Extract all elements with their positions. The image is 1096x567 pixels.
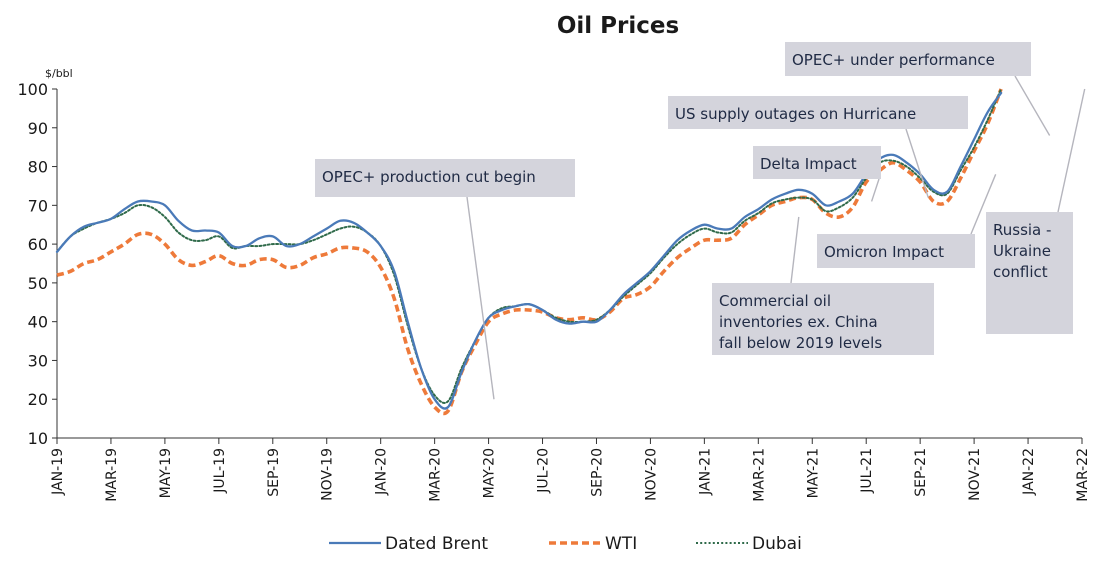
x-tick-label: SEP-20 bbox=[589, 448, 605, 497]
annotation-leader-line bbox=[466, 196, 495, 400]
annotation-box bbox=[986, 212, 1073, 334]
x-tick-label: NOV-20 bbox=[643, 448, 659, 501]
annotation-5: Commercial oil inventories ex. China fall … bbox=[712, 216, 934, 355]
y-tick-label: 70 bbox=[28, 196, 48, 215]
x-tick-label: MAY-20 bbox=[482, 448, 498, 498]
annotation-text: Ukraine bbox=[993, 242, 1051, 260]
y-tick-label: 60 bbox=[28, 235, 48, 254]
annotation-leader-line bbox=[790, 216, 800, 284]
x-tick-label: JAN-22 bbox=[1021, 448, 1037, 496]
x-tick-label: MAY-19 bbox=[158, 448, 174, 498]
annotation-leader-line bbox=[1057, 88, 1086, 213]
annotation-text: conflict bbox=[993, 263, 1048, 281]
annotation-leader-line bbox=[905, 128, 929, 198]
chart-title: Oil Prices bbox=[557, 13, 679, 39]
annotation-0: OPEC+ production cut begin bbox=[315, 159, 575, 400]
annotation-text: OPEC+ production cut begin bbox=[322, 168, 536, 186]
x-tick-label: SEP-19 bbox=[266, 448, 282, 497]
annotation-3: OPEC+ under performance bbox=[785, 42, 1051, 136]
annotation-box bbox=[712, 283, 934, 355]
x-tick-label: JAN-21 bbox=[697, 448, 713, 496]
x-tick-label: MAR-20 bbox=[428, 448, 444, 502]
annotation-leader-line bbox=[870, 178, 880, 202]
annotation-2: Delta Impact bbox=[753, 146, 881, 202]
annotation-box bbox=[315, 159, 575, 197]
y-tick-label: 20 bbox=[28, 390, 48, 409]
annotation-box bbox=[753, 146, 881, 179]
x-tick-label: SEP-21 bbox=[913, 448, 929, 497]
y-tick-label: 90 bbox=[28, 119, 48, 138]
x-tick-label: JUL-20 bbox=[536, 448, 552, 494]
y-axis-unit-label: $/bbl bbox=[45, 67, 73, 80]
axes: 10 20 30 40 50 60 70 80 90 100 JAN-19 MAR-19 MAY-19 J… bbox=[17, 80, 1091, 502]
annotation-6: Russia - Ukraine conflict bbox=[986, 88, 1086, 334]
annotation-leader-line bbox=[1014, 75, 1051, 136]
legend-label: WTI bbox=[605, 534, 637, 554]
annotation-box bbox=[785, 42, 1031, 76]
x-tick-label: JUL-21 bbox=[859, 448, 875, 494]
x-tick-label: NOV-19 bbox=[320, 448, 336, 501]
y-tick-label: 100 bbox=[17, 80, 48, 99]
annotation-text: Russia - bbox=[993, 221, 1051, 239]
legend-label: Dubai bbox=[752, 534, 802, 554]
annotation-box bbox=[817, 234, 975, 268]
x-tick-label: MAR-22 bbox=[1075, 448, 1091, 502]
annotation-4: Omicron Impact bbox=[817, 174, 997, 268]
x-tick-label: MAR-21 bbox=[751, 448, 767, 502]
annotation-text: inventories ex. China bbox=[719, 313, 878, 331]
annotation-layer: OPEC+ production cut begin US supply outa… bbox=[315, 42, 1086, 400]
x-tick-label: NOV-21 bbox=[967, 448, 983, 501]
series-line-dated-brent bbox=[55, 91, 1003, 410]
x-tick-label: JAN-19 bbox=[50, 448, 66, 496]
annotation-text: fall below 2019 levels bbox=[719, 334, 882, 352]
series-line-wti bbox=[56, 88, 1003, 416]
annotation-1: US supply outages on Hurricane bbox=[668, 96, 968, 198]
legend: Dated Brent WTI Dubai bbox=[329, 534, 802, 554]
annotation-text: Delta Impact bbox=[760, 155, 857, 173]
y-tick-label: 40 bbox=[28, 313, 48, 332]
x-tick-label: MAY-21 bbox=[805, 448, 821, 498]
y-tick-label: 80 bbox=[28, 158, 48, 177]
annotation-leader-line bbox=[970, 174, 997, 235]
x-tick-label: JUL-19 bbox=[212, 448, 228, 494]
series-layer bbox=[55, 88, 1003, 416]
annotation-text: Omicron Impact bbox=[824, 243, 944, 261]
x-tick-label: JAN-20 bbox=[374, 448, 390, 496]
y-tick-label: 50 bbox=[28, 274, 48, 293]
annotation-text: Commercial oil bbox=[719, 292, 831, 310]
annotation-text: OPEC+ under performance bbox=[792, 51, 995, 69]
annotation-text: US supply outages on Hurricane bbox=[675, 105, 916, 123]
legend-label: Dated Brent bbox=[385, 534, 488, 554]
x-tick-label: MAR-19 bbox=[104, 448, 120, 502]
annotation-box bbox=[668, 96, 968, 129]
y-tick-label: 30 bbox=[28, 351, 48, 370]
y-tick-label: 10 bbox=[28, 429, 48, 448]
